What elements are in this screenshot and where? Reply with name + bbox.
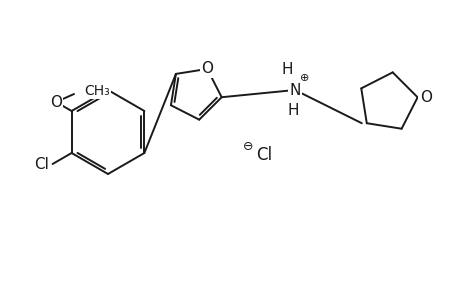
Text: Cl: Cl [256,146,272,164]
Text: CH₃: CH₃ [84,84,110,98]
Text: O: O [201,61,213,76]
Text: O: O [419,90,431,105]
Text: N: N [289,82,300,98]
Text: H: H [286,103,298,118]
Text: ⊕: ⊕ [299,73,309,83]
Text: O: O [50,94,62,110]
Text: Cl: Cl [34,157,49,172]
Text: H: H [280,62,292,77]
Text: ⊖: ⊖ [242,140,253,152]
